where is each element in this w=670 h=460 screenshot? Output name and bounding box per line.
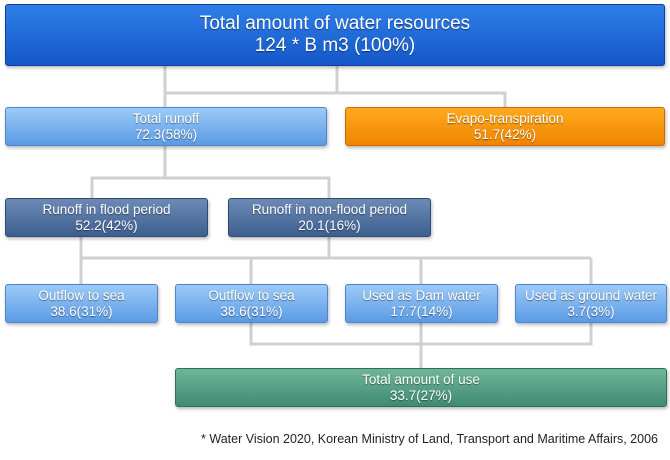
node-title: Total amount of use <box>362 371 480 387</box>
node-value: 72.3(58%) <box>134 126 198 142</box>
node-total-water-resources: Total amount of water resources 124 * B … <box>5 4 665 66</box>
node-total-runoff: Total runoff 72.3(58%) <box>5 107 327 146</box>
node-title: Total runoff <box>132 110 200 126</box>
node-title: Total amount of water resources <box>199 12 471 34</box>
source-footnote: * Water Vision 2020, Korean Ministry of … <box>201 432 658 446</box>
node-outflow-to-sea-flood: Outflow to sea 38.6(31%) <box>5 284 158 323</box>
node-value: 38.6(31%) <box>220 303 283 319</box>
node-title: Outflow to sea <box>38 287 125 303</box>
node-value: 52.2(42%) <box>75 217 138 233</box>
node-used-as-dam-water: Used as Dam water 17.7(14%) <box>345 284 498 323</box>
connector-runoff-to-level3 <box>90 146 167 198</box>
node-outflow-to-sea-nonflood: Outflow to sea 38.6(31%) <box>175 284 328 323</box>
node-total-amount-of-use: Total amount of use 33.7(27%) <box>175 368 667 407</box>
node-value: 38.6(31%) <box>50 303 113 319</box>
node-title: Outflow to sea <box>208 287 295 303</box>
node-value: 17.7(14%) <box>390 303 453 319</box>
node-value: 51.7(42%) <box>473 126 537 142</box>
node-title: Evapo-transpiration <box>446 110 564 126</box>
connector-runoff-to-nonflood <box>165 176 331 198</box>
connector-top-to-level2 <box>163 66 507 107</box>
node-evapotranspiration: Evapo-transpiration 51.7(42%) <box>345 107 665 146</box>
node-value: 3.7(3%) <box>567 303 615 319</box>
node-runoff-flood-period: Runoff in flood period 52.2(42%) <box>5 198 208 237</box>
node-value: 33.7(27%) <box>389 387 453 403</box>
node-runoff-nonflood-period: Runoff in non-flood period 20.1(16%) <box>228 198 431 237</box>
node-value: 20.1(16%) <box>298 217 361 233</box>
node-title: Runoff in flood period <box>42 201 171 217</box>
node-title: Used as Dam water <box>362 287 481 303</box>
node-title: Used as ground water <box>524 287 658 303</box>
node-value: 124 * B m3 (100%) <box>254 35 416 56</box>
node-used-as-ground-water: Used as ground water 3.7(3%) <box>515 284 667 323</box>
node-title: Runoff in non-flood period <box>251 201 408 217</box>
